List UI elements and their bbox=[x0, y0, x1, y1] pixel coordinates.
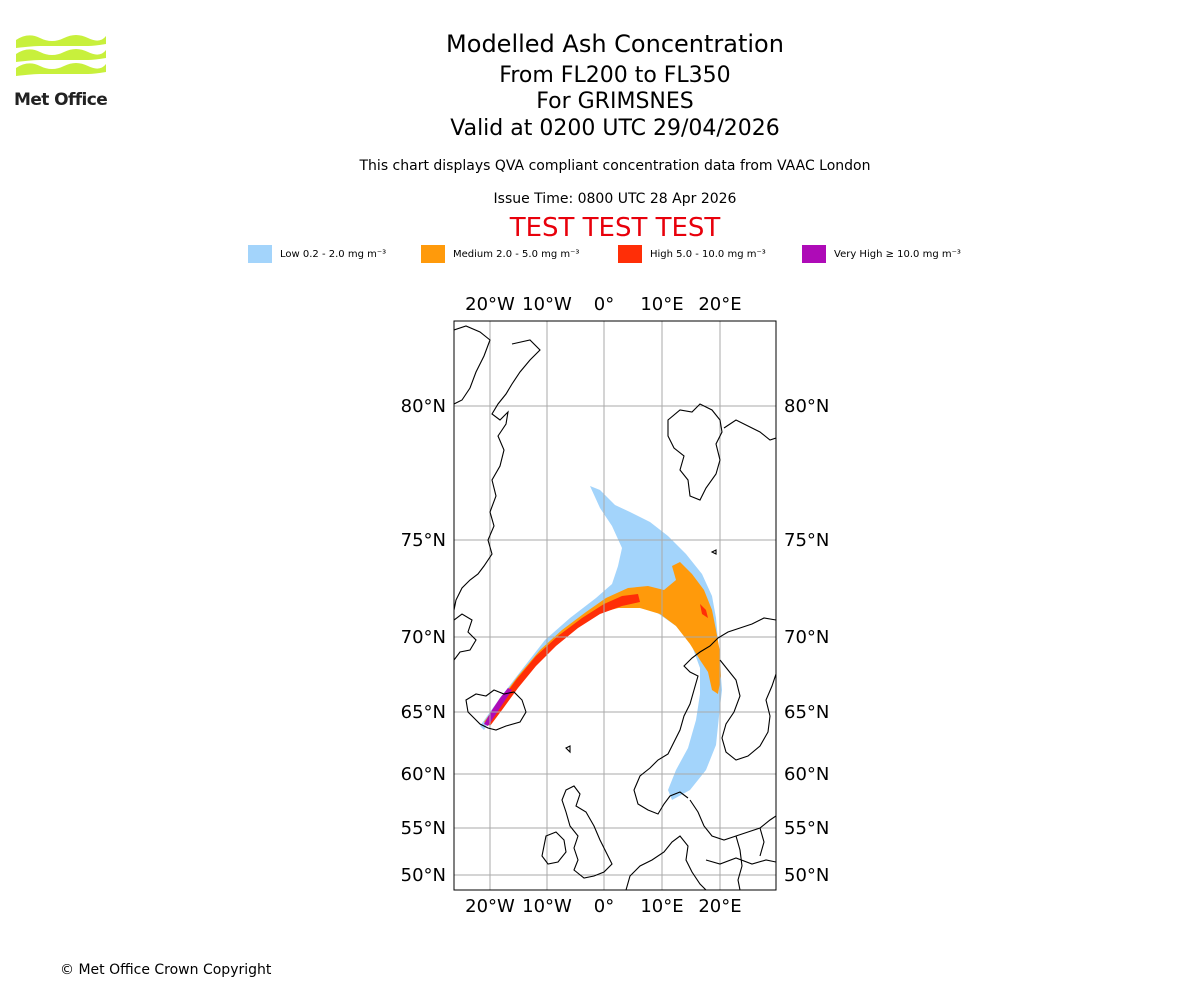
legend-item-very-high: Very High ≥ 10.0 mg m⁻³ bbox=[802, 244, 961, 264]
legend-item-low: Low 0.2 - 2.0 mg m⁻³ bbox=[248, 244, 386, 264]
border-lines bbox=[705, 827, 776, 890]
ash-zone-very-high bbox=[484, 688, 512, 726]
legend-swatch-high bbox=[618, 245, 642, 263]
lon-label-top-10w: 10°W bbox=[522, 294, 572, 315]
lat-label-left-55n: 55°N bbox=[401, 818, 446, 839]
lon-label-bottom-10w: 10°W bbox=[522, 896, 572, 917]
met-office-waves-icon bbox=[16, 35, 106, 76]
flight-level-range: From FL200 to FL350 bbox=[499, 63, 731, 88]
legend-swatch-low bbox=[248, 245, 272, 263]
lat-label-left-65n: 65°N bbox=[401, 702, 446, 723]
map-frame bbox=[453, 320, 777, 891]
lon-label-bottom-20e: 20°E bbox=[698, 896, 741, 917]
coastline-greenland-north bbox=[454, 339, 541, 611]
lat-label-right-75n: 75°N bbox=[784, 530, 829, 551]
legend-label-very-high: Very High ≥ 10.0 mg m⁻³ bbox=[834, 248, 961, 260]
legend-item-medium: Medium 2.0 - 5.0 mg m⁻³ bbox=[421, 244, 579, 264]
legend-swatch-medium bbox=[421, 245, 445, 263]
lon-label-top-20e: 20°E bbox=[698, 294, 741, 315]
legend-label-medium: Medium 2.0 - 5.0 mg m⁻³ bbox=[453, 248, 580, 260]
coastline-baltic bbox=[689, 799, 776, 841]
coastline-greenland bbox=[454, 325, 491, 405]
coastline-greenland-east bbox=[454, 613, 477, 661]
coastline-svalbard bbox=[667, 403, 723, 501]
lat-label-right-65n: 65°N bbox=[784, 702, 829, 723]
lon-label-bottom-20w: 20°W bbox=[465, 896, 515, 917]
legend-label-low: Low 0.2 - 2.0 mg m⁻³ bbox=[280, 248, 387, 260]
lon-label-bottom-10e: 10°E bbox=[640, 896, 683, 917]
coastline-bjornoya bbox=[710, 549, 717, 555]
coastline-britain bbox=[561, 785, 613, 879]
coastline-iceland bbox=[465, 689, 527, 731]
concentration-legend: Low 0.2 - 2.0 mg m⁻³ Medium 2.0 - 5.0 mg… bbox=[0, 244, 1200, 264]
coastline-continent bbox=[625, 835, 707, 890]
issue-time: Issue Time: 0800 UTC 28 Apr 2026 bbox=[493, 191, 737, 207]
lat-label-right-50n: 50°N bbox=[784, 865, 829, 886]
legend-swatch-very-high bbox=[802, 245, 826, 263]
copyright-notice: © Met Office Crown Copyright bbox=[60, 962, 272, 978]
lon-label-bottom-0: 0° bbox=[594, 896, 614, 917]
lon-label-top-10e: 10°E bbox=[640, 294, 683, 315]
lon-label-top-0: 0° bbox=[594, 294, 614, 315]
lat-label-right-80n: 80°N bbox=[784, 396, 829, 417]
met-office-wordmark: Met Office bbox=[14, 90, 108, 110]
coastline-faroe bbox=[565, 745, 571, 754]
coastline-ireland bbox=[541, 831, 567, 865]
lat-label-right-70n: 70°N bbox=[784, 627, 829, 648]
legend-item-high: High 5.0 - 10.0 mg m⁻³ bbox=[618, 244, 766, 264]
lat-label-left-75n: 75°N bbox=[401, 530, 446, 551]
volcano-name: For GRIMSNES bbox=[536, 89, 694, 114]
lat-label-left-80n: 80°N bbox=[401, 396, 446, 417]
lat-label-right-55n: 55°N bbox=[784, 818, 829, 839]
valid-time: Valid at 0200 UTC 29/04/2026 bbox=[450, 116, 780, 141]
coastline-norway bbox=[633, 617, 776, 815]
test-banner: TEST TEST TEST bbox=[509, 213, 721, 243]
ash-zone-high-patch bbox=[700, 604, 708, 618]
coastline-sweden-finland bbox=[719, 659, 776, 761]
met-office-logo: Met Office bbox=[14, 30, 108, 112]
legend-label-high: High 5.0 - 10.0 mg m⁻³ bbox=[650, 248, 766, 260]
graticule bbox=[454, 321, 776, 890]
chart-description: This chart displays QVA compliant concen… bbox=[359, 158, 871, 174]
coastline-svalbard-east bbox=[723, 419, 776, 441]
lat-label-left-50n: 50°N bbox=[401, 865, 446, 886]
coastlines bbox=[454, 325, 776, 890]
lon-label-top-20w: 20°W bbox=[465, 294, 515, 315]
lat-label-left-60n: 60°N bbox=[401, 764, 446, 785]
lat-label-right-60n: 60°N bbox=[784, 764, 829, 785]
lat-label-left-70n: 70°N bbox=[401, 627, 446, 648]
chart-title: Modelled Ash Concentration bbox=[446, 30, 784, 58]
